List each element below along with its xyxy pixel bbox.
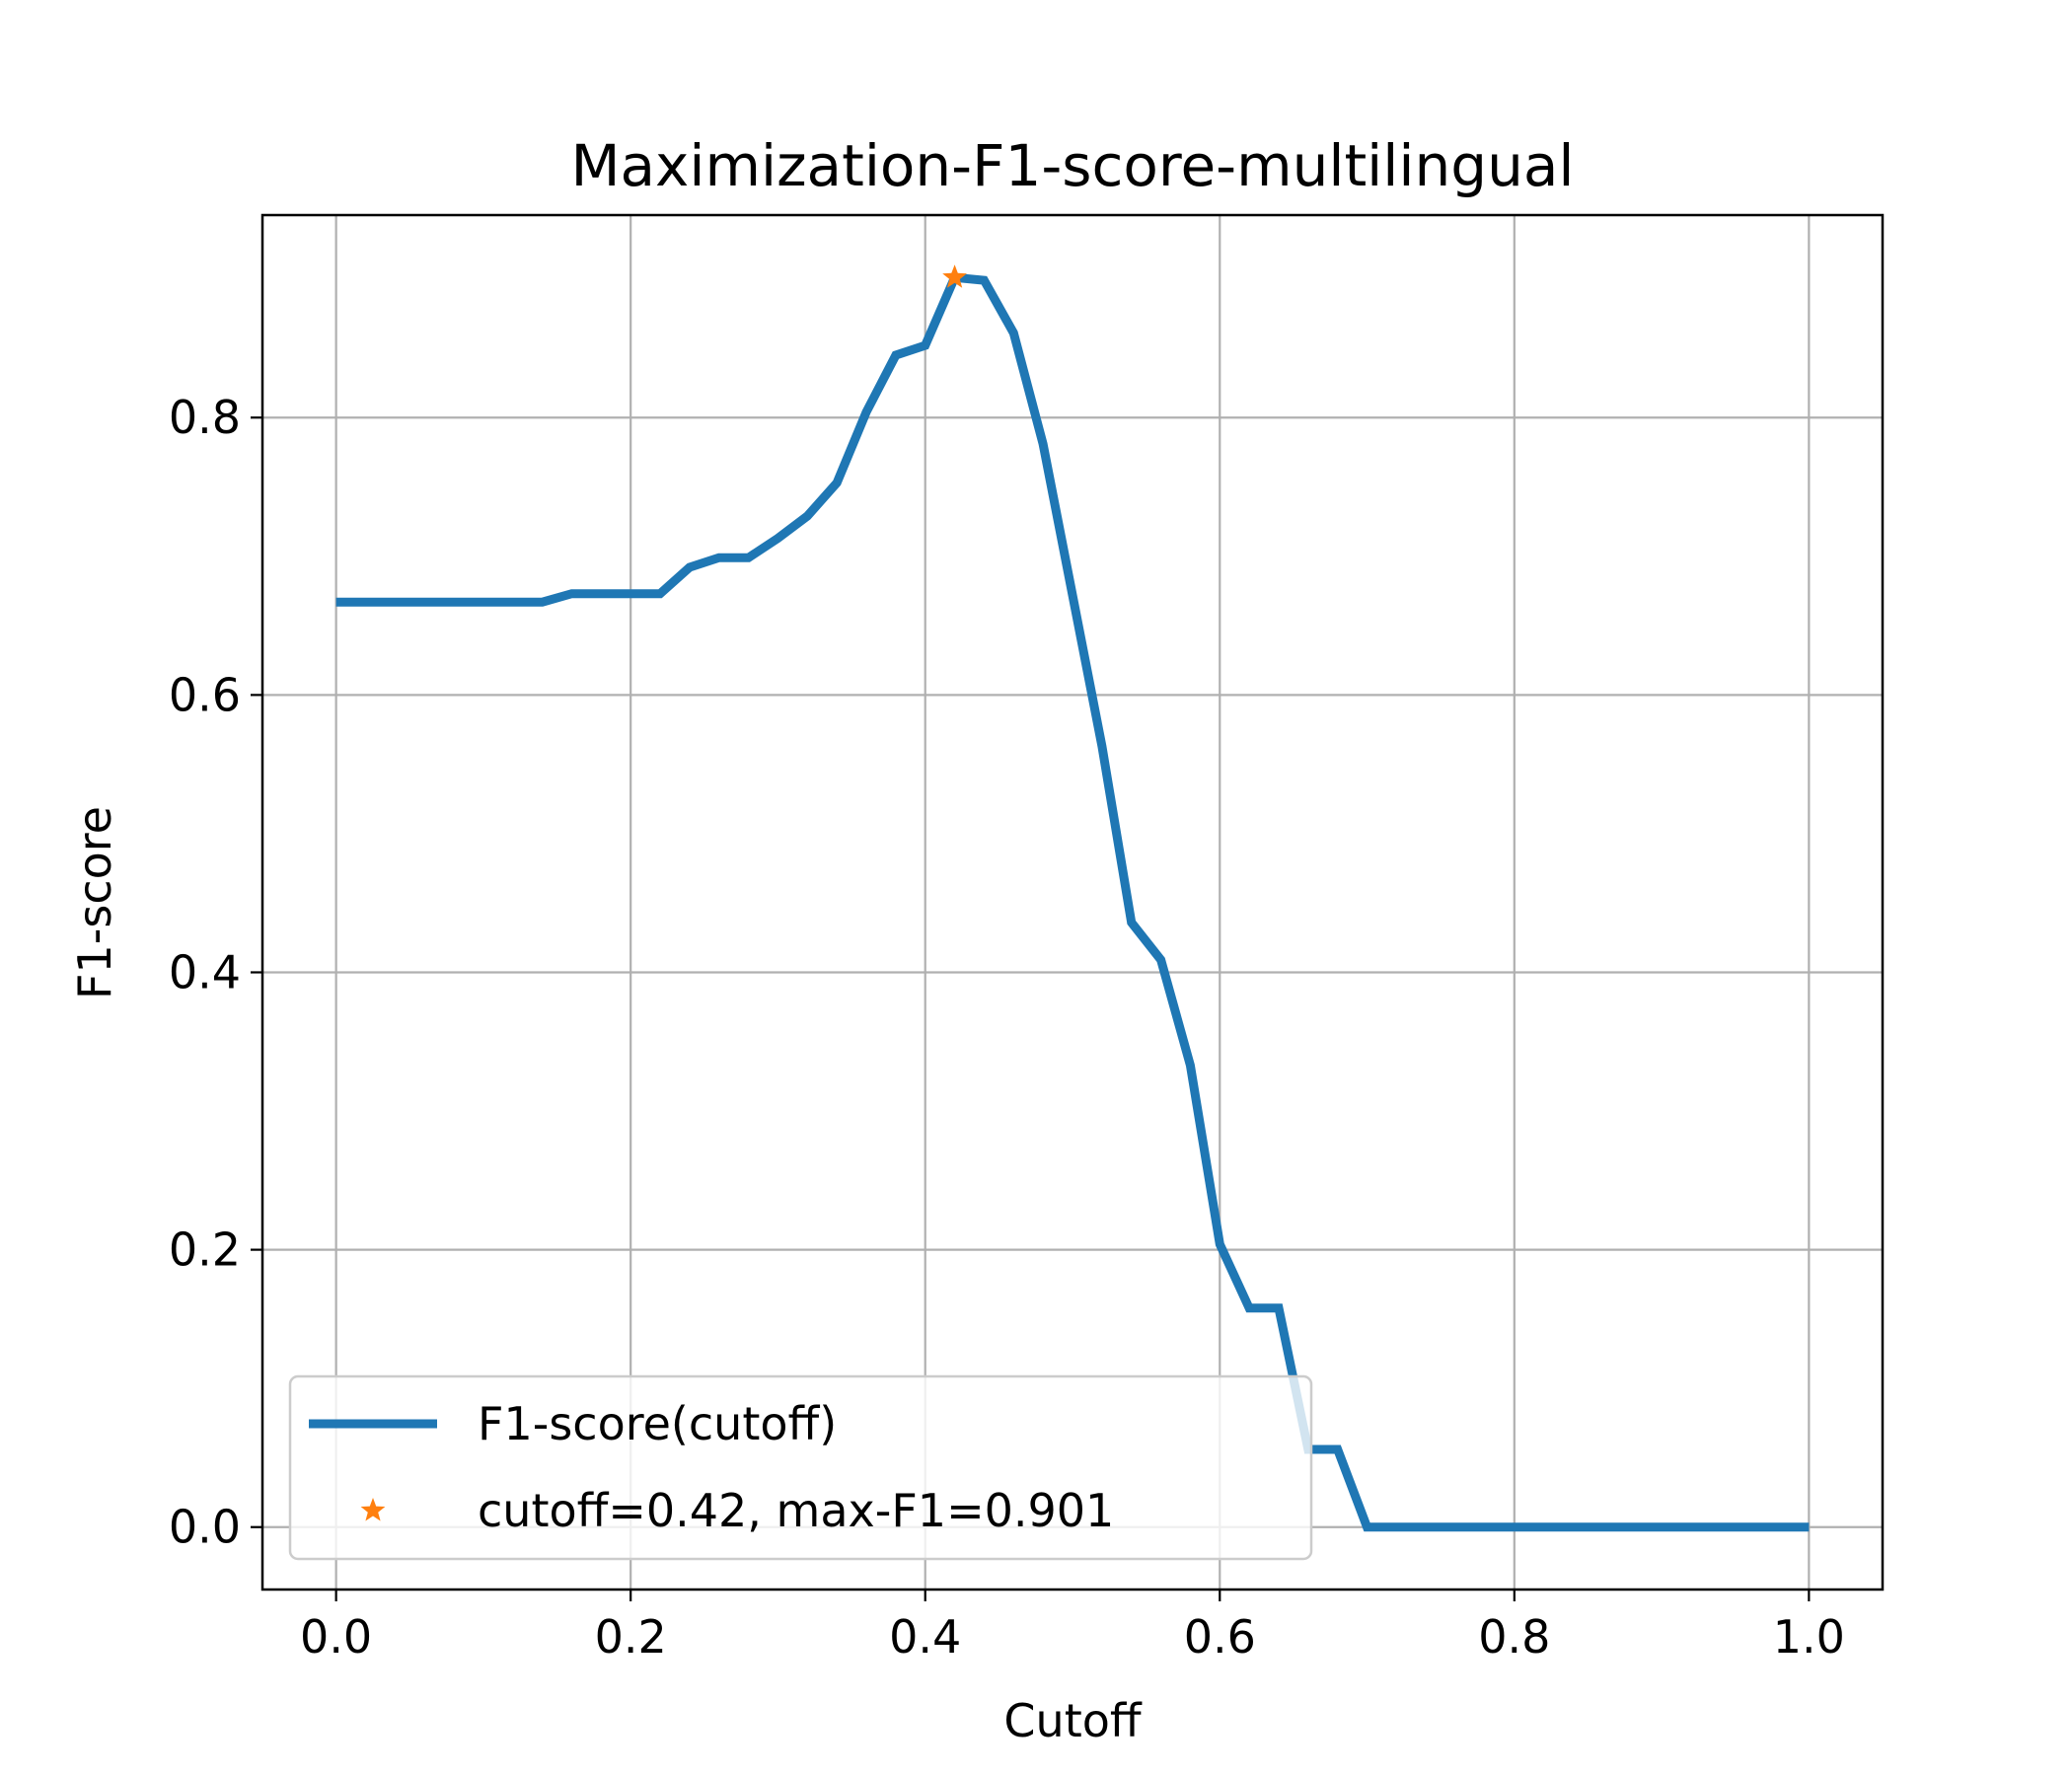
- y-tick-label: 0.6: [169, 668, 241, 721]
- x-tick-label: 0.8: [1478, 1610, 1550, 1664]
- series-layer: [335, 264, 1810, 1532]
- legend-label-max-f1: cutoff=0.42, max-F1=0.901: [478, 1484, 1114, 1537]
- y-tick-label: 0.2: [169, 1223, 241, 1277]
- legend-star-icon: [360, 1498, 386, 1521]
- x-tick-label: 0.0: [300, 1610, 372, 1664]
- f1-score-line: [335, 272, 1810, 1532]
- grid: [262, 215, 1883, 1590]
- y-tick-label: 0.8: [169, 391, 241, 444]
- y-tick-label: 0.4: [169, 945, 241, 999]
- ticks: 0.0 0.2 0.4 0.6 0.8 1.0 0.0 0.2 0.4 0.6 0.8: [169, 391, 1845, 1664]
- y-tick-label: 0.0: [169, 1501, 241, 1554]
- x-tick-label: 0.2: [595, 1610, 667, 1664]
- legend-star-swatch: [360, 1498, 386, 1521]
- plot-frame: [260, 213, 1885, 1591]
- x-tick-label: 1.0: [1773, 1610, 1845, 1664]
- x-tick-label: 0.6: [1184, 1610, 1256, 1664]
- y-axis-label: F1-score: [68, 806, 121, 999]
- legend: F1-score(cutoff) cutoff=0.42, max-F1=0.9…: [288, 1374, 1313, 1561]
- x-tick-label: 0.4: [889, 1610, 961, 1664]
- chart-title: Maximization-F1-score-multilingual: [570, 132, 1574, 199]
- max-f1-star-marker: [942, 264, 967, 288]
- x-axis-label: Cutoff: [1003, 1694, 1142, 1747]
- legend-box: [288, 1374, 1313, 1561]
- legend-label-f1-score: F1-score(cutoff): [478, 1397, 837, 1450]
